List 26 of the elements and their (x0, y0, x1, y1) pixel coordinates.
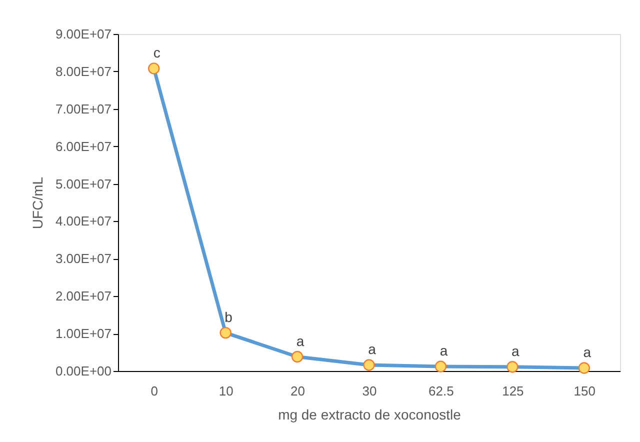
y-axis-title: UFC/mL (29, 176, 46, 230)
annotation: b (224, 308, 233, 325)
y-tick-label: 2.00E+07 (55, 288, 112, 304)
annotation: a (296, 332, 304, 349)
y-tick-label: 5.00E+07 (55, 176, 112, 192)
x-tick-label: 150 (574, 384, 596, 398)
x-tick-label: 10 (218, 384, 234, 398)
x-tick-label: 125 (502, 384, 524, 398)
annotation: a (440, 342, 448, 359)
x-tick-label: 20 (290, 384, 306, 398)
annotation: a (512, 342, 520, 359)
annotation: c (153, 44, 160, 60)
x-tick-label: 0 (150, 384, 158, 398)
x-tick-label: 62.5 (428, 384, 454, 398)
y-tick-label: 1.00E+07 (55, 326, 112, 342)
y-tick-label: 0.00E+00 (55, 364, 112, 378)
y-tick-label: 9.00E+07 (55, 26, 112, 42)
x-tick-label: 30 (362, 384, 377, 398)
y-tick-label: 6.00E+07 (55, 138, 112, 154)
annotation: a (368, 341, 376, 358)
y-tick-label: 7.00E+07 (55, 101, 112, 116)
y-tick-label: 8.00E+07 (55, 64, 112, 79)
annotation: a (583, 344, 592, 360)
x-axis-title: mg de extracto de xoconostle (278, 406, 462, 422)
y-tick-label: 3.00E+07 (55, 251, 112, 266)
y-tick-label: 4.00E+07 (55, 214, 112, 229)
